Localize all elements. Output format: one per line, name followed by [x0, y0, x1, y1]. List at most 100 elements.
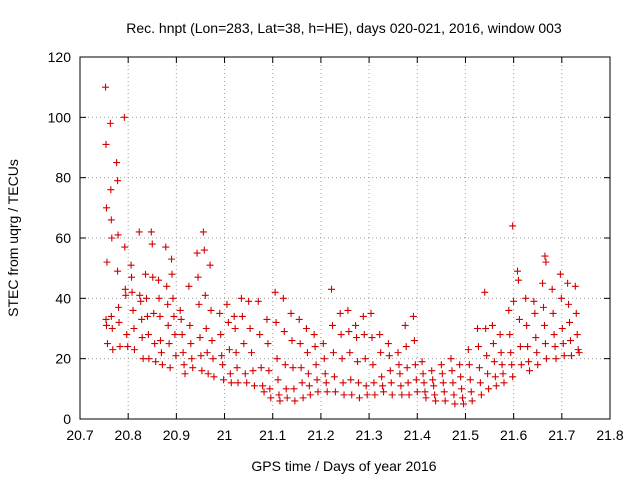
data-point [102, 83, 110, 91]
data-point [421, 388, 429, 396]
data-point [186, 321, 194, 329]
data-point [384, 340, 392, 348]
data-point [539, 279, 547, 287]
data-point [259, 382, 267, 390]
data-point [523, 321, 531, 329]
data-point [379, 382, 387, 390]
data-point [458, 385, 466, 393]
data-point [530, 297, 538, 305]
data-point [124, 343, 132, 351]
data-point [460, 400, 468, 408]
data-point [248, 349, 256, 357]
data-point [122, 291, 130, 299]
data-point [368, 334, 376, 342]
data-point [298, 379, 306, 387]
data-point [354, 358, 362, 366]
data-point [360, 331, 368, 339]
data-point [449, 379, 457, 387]
data-point [491, 373, 499, 381]
data-point [314, 388, 322, 396]
data-point [320, 355, 328, 363]
data-point [103, 340, 111, 348]
data-point [241, 370, 249, 378]
data-point [438, 370, 446, 378]
data-point [313, 376, 321, 384]
data-point [188, 355, 196, 363]
data-point [522, 294, 530, 302]
data-point [107, 186, 115, 194]
data-point [475, 364, 483, 372]
data-point [467, 388, 475, 396]
y-axis-label: STEC from uqrg / TECUs [5, 159, 21, 317]
data-point [540, 303, 548, 311]
data-point [353, 334, 361, 342]
data-point [267, 394, 275, 402]
data-point [107, 216, 115, 224]
data-point [409, 312, 417, 320]
y-tick-label: 80 [55, 170, 71, 186]
data-point [257, 364, 265, 372]
data-point [376, 331, 384, 339]
data-point [185, 282, 193, 290]
data-point [419, 370, 427, 378]
data-point [541, 340, 549, 348]
data-point [328, 321, 336, 329]
data-point [513, 267, 521, 275]
data-point [526, 367, 534, 375]
data-point [127, 261, 135, 269]
data-point [102, 315, 110, 323]
data-point [371, 391, 379, 399]
data-point [497, 349, 505, 357]
data-point [411, 361, 419, 369]
y-tick-label: 60 [55, 230, 71, 246]
data-point [566, 318, 574, 326]
data-point [274, 376, 282, 384]
data-point [181, 370, 189, 378]
data-point [225, 346, 233, 354]
data-point [440, 388, 448, 396]
data-point [275, 391, 283, 399]
axis-ticks: 20.7 20.8 20.9 21 21.1 21.2 21.3 21.4 21.5 21.6 21… [48, 49, 624, 443]
data-point [172, 352, 180, 360]
data-point [323, 388, 331, 396]
data-point [551, 343, 559, 351]
data-point [218, 352, 226, 360]
data-point [147, 228, 155, 236]
data-point [564, 279, 572, 287]
data-point [273, 355, 281, 363]
data-point [169, 294, 177, 302]
data-point [168, 255, 176, 263]
y-tick-label: 40 [55, 290, 71, 306]
data-point [534, 361, 542, 369]
data-point [572, 309, 580, 317]
data-point [388, 391, 396, 399]
data-point [135, 228, 143, 236]
data-point [321, 370, 329, 378]
data-point [413, 388, 421, 396]
data-point [377, 349, 385, 357]
data-point [207, 306, 215, 314]
data-point [216, 309, 224, 317]
data-point [476, 379, 484, 387]
data-point [403, 364, 411, 372]
data-point [499, 370, 507, 378]
data-point [490, 358, 498, 366]
data-point [514, 276, 522, 284]
data-point [152, 358, 160, 366]
data-point [106, 119, 114, 127]
data-point [150, 309, 158, 317]
data-point [500, 379, 508, 387]
data-point [465, 361, 473, 369]
data-point [155, 276, 163, 284]
data-point [121, 285, 129, 293]
data-point [477, 391, 485, 399]
data-point [306, 391, 314, 399]
data-point [128, 288, 136, 296]
data-point [566, 337, 574, 345]
data-point [488, 321, 496, 329]
data-point [260, 388, 268, 396]
data-point [177, 315, 185, 323]
data-point [116, 343, 124, 351]
x-tick-label: 21 [217, 427, 233, 443]
